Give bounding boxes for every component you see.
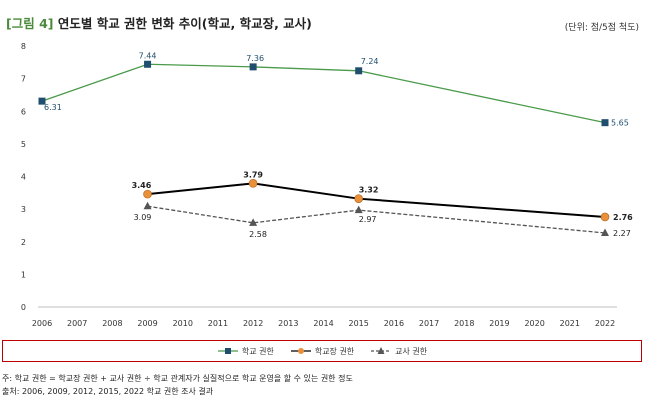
line-chart: 0 1 2 3 4 5 6 7 8 2006 2007 2008 2009 2010 2011 2012 201… [21, 42, 633, 328]
x-tick-label: 2018 [454, 319, 474, 328]
x-tick-label: 2010 [173, 319, 193, 328]
data-label: 3.09 [134, 213, 152, 222]
legend-swatch [371, 347, 392, 354]
legend-swatch [217, 348, 238, 354]
data-point-principal [248, 179, 258, 188]
data-point-principal [354, 194, 363, 203]
data-point-school [601, 119, 609, 127]
x-tick-label: 2015 [349, 319, 369, 328]
data-label: 2.27 [613, 229, 631, 238]
unit-label: (단위: 점/5점 척도) [564, 23, 639, 33]
data-label: 2.97 [359, 215, 377, 224]
x-tick-label: 2019 [489, 319, 509, 328]
data-point-principal [600, 212, 610, 222]
data-point-teacher [143, 201, 152, 210]
x-tick-label: 2009 [137, 319, 157, 328]
x-tick-label: 2008 [102, 319, 122, 328]
x-tick-label: 2017 [419, 319, 439, 328]
legend-label: 교사 권한 [395, 346, 428, 356]
x-tick-label: 2011 [208, 319, 228, 328]
legend-label: 학교장 권한 [314, 346, 355, 356]
figure-number: [그림 4] [6, 16, 54, 31]
data-point-teacher [601, 228, 609, 236]
y-tick-label: 3 [21, 205, 26, 214]
data-point-principal [143, 189, 152, 199]
legend-swatch [290, 348, 311, 354]
x-tick-label: 2012 [243, 319, 263, 328]
data-label: 7.44 [139, 51, 157, 60]
x-tick-label: 2007 [67, 319, 87, 328]
y-tick-label: 5 [21, 140, 26, 149]
series-line [147, 205, 606, 234]
notes: 주: 학교 권한 = 학교장 권한 + 교사 권한 ÷ 학교 관계자가 실질적으… [2, 372, 353, 398]
data-label: 7.24 [361, 57, 379, 66]
data-point-school [355, 67, 363, 75]
legend-item: 학교장 권한 [290, 346, 354, 357]
y-tick-label: 0 [21, 303, 26, 312]
data-point-teacher [249, 218, 258, 226]
data-point-school [144, 60, 152, 68]
legend-label: 학교 권한 [241, 346, 274, 356]
y-tick-label: 4 [21, 173, 26, 182]
data-label: 3.46 [132, 181, 152, 190]
y-tick-label: 6 [21, 107, 26, 116]
x-tick-label: 2021 [560, 319, 580, 328]
data-label: 3.32 [359, 186, 379, 195]
y-tick-label: 7 [21, 75, 26, 84]
x-tick-label: 2013 [278, 319, 298, 328]
data-label: 2.76 [613, 213, 633, 222]
data-label: 6.31 [44, 103, 62, 112]
data-label: 7.36 [246, 54, 264, 63]
legend-item: 학교 권한 [217, 346, 274, 357]
y-tick-label: 2 [21, 238, 26, 247]
series-line [41, 63, 606, 124]
legend: 학교 권한 학교장 권한 교사 권한 [2, 340, 642, 362]
data-label: 5.65 [611, 119, 629, 128]
note-definition: 주: 학교 권한 = 학교장 권한 + 교사 권한 ÷ 학교 관계자가 실질적으… [2, 374, 353, 383]
y-tick-label: 1 [21, 270, 26, 279]
x-tick-label: 2014 [313, 319, 333, 328]
data-label: 2.58 [249, 230, 267, 239]
data-point-school [249, 63, 257, 71]
note-source: 출처: 2006, 2009, 2012, 2015, 2022 학교 권한 조… [2, 387, 214, 396]
figure-title-text: 연도별 학교 권한 변화 추이(학교, 학교장, 교사) [57, 16, 312, 31]
x-tick-label: 2016 [384, 319, 404, 328]
data-point-teacher [354, 205, 363, 214]
series-line [147, 182, 606, 218]
legend-item: 교사 권한 [370, 346, 427, 357]
figure-title: [그림 4] 연도별 학교 권한 변화 추이(학교, 학교장, 교사) [6, 13, 312, 32]
x-tick-label: 2020 [524, 319, 544, 328]
x-tick-label: 2022 [595, 319, 615, 328]
data-label: 3.79 [243, 170, 263, 179]
y-tick-label: 8 [21, 42, 26, 51]
data-point-school [38, 97, 46, 105]
x-tick-label: 2006 [32, 319, 52, 328]
